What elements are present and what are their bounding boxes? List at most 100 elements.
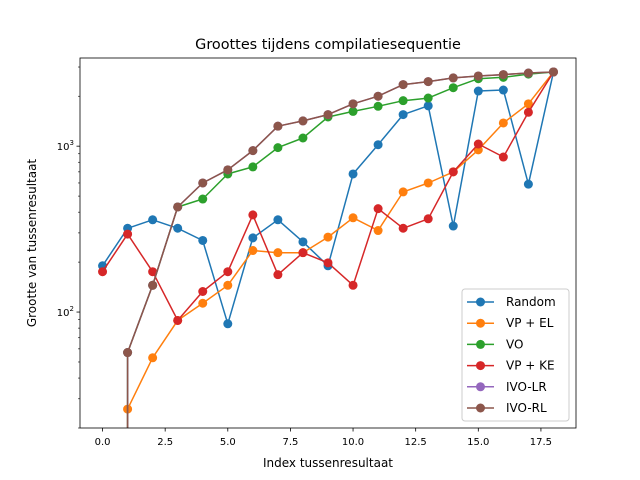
x-tick-label: 2.5 [157,437,173,448]
data-point-vp-el [198,298,208,308]
data-point-ivo-rl [323,110,333,120]
data-point-vp-ke [498,152,508,162]
data-point-ivo-rl [448,73,458,83]
data-point-random [398,110,408,120]
data-point-ivo-rl [523,68,533,78]
legend: Random VP + EL VO VP + KE IVO-LR IVO-RL [461,288,570,422]
data-point-ivo-rl [373,91,383,101]
series-group [98,67,558,428]
legend-label-vp-el: VP + EL [506,316,554,330]
legend-label-vp-ke: VP + KE [506,359,555,373]
data-point-vp-ke [173,315,183,325]
data-point-random [423,101,433,111]
data-point-ivo-rl [473,71,483,81]
data-point-vp-ke [98,267,108,277]
data-point-vp-ke [423,214,433,224]
data-point-vp-ke [223,267,233,277]
data-point-vp-el [248,245,258,255]
x-tick-label: 7.5 [282,437,298,448]
data-point-random [248,233,258,243]
data-point-vp-ke [123,229,133,239]
data-point-vp-ke [523,107,533,117]
data-point-vo [273,143,283,153]
data-point-vo [248,162,258,172]
data-point-ivo-rl [548,67,558,77]
data-point-ivo-rl [223,165,233,175]
data-point-ivo-rl [173,202,183,212]
data-point-vo [198,194,208,204]
data-point-vp-ke [348,280,358,290]
data-point-vp-ke [323,258,333,268]
x-tick-label: 5.0 [220,437,236,448]
data-point-random [298,237,308,247]
legend-marker-vo [476,339,485,349]
data-point-ivo-rl [123,348,133,358]
data-point-random [173,223,183,233]
data-point-vp-el [323,232,333,242]
legend-marker-vp-ke [476,361,485,371]
data-point-vp-el [523,99,533,109]
y-tick-label: 103 [57,139,74,153]
data-point-vp-el [423,178,433,188]
x-tick-label: 12.5 [405,437,427,448]
x-axis: 0.0 2.5 5.0 7.5 10.0 12.5 15.0 17.5 [95,428,552,448]
data-point-vp-ke [448,167,458,177]
y-axis-label: Grootte van tussenresultaat [25,159,39,328]
data-point-random [498,85,508,95]
data-point-ivo-rl [198,178,208,188]
data-point-vp-el [273,248,283,258]
data-point-vp-ke [373,204,383,214]
data-point-vp-el [373,226,383,236]
data-point-vo [348,106,358,116]
data-point-vp-el [498,118,508,128]
legend-label-vo: VO [506,337,523,351]
data-point-vp-ke [273,270,283,280]
data-point-random [348,169,358,179]
legend-label-ivo-lr: IVO-LR [506,380,547,394]
data-point-vp-el [148,353,158,363]
data-point-vp-ke [473,139,483,149]
data-point-random [148,215,158,225]
data-point-random [373,140,383,150]
data-point-ivo-rl [498,70,508,80]
data-point-ivo-rl [298,116,308,126]
plot-area [98,67,558,428]
data-point-ivo-rl [423,77,433,87]
data-point-ivo-rl [348,99,358,109]
plot-frame [79,57,577,429]
data-point-ivo-rl [248,146,258,156]
data-point-random [198,235,208,245]
data-point-random [273,215,283,225]
data-point-random [223,319,233,329]
data-point-vo [448,83,458,93]
y-axis: 102 103 [57,66,80,429]
data-point-ivo-rl [398,80,408,90]
data-point-vp-ke [248,210,258,220]
data-point-vo [398,96,408,106]
x-tick-label: 15.0 [467,437,489,448]
legend-label-ivo-rl: IVO-RL [506,401,547,415]
data-point-vo [298,133,308,143]
x-axis-label: Index tussenresultaat [263,456,393,470]
data-point-vp-el [223,280,233,290]
data-point-random [523,179,533,189]
data-point-random [448,221,458,231]
data-point-random [473,86,483,96]
chart-title: Groottes tijdens compilatiesequentie [195,37,461,53]
data-point-vp-ke [398,223,408,233]
y-tick-label: 102 [57,305,74,319]
x-tick-label: 17.5 [530,437,552,448]
data-point-vo [423,93,433,103]
data-point-vp-el [348,213,358,223]
legend-label-random: Random [506,295,556,309]
data-point-vp-ke [198,287,208,297]
x-tick-label: 0.0 [95,437,111,448]
legend-frame [461,288,570,422]
legend-marker-ivo-rl [476,403,485,413]
legend-marker-vp-el [476,318,485,328]
x-tick-label: 10.0 [342,437,364,448]
legend-marker-ivo-lr [476,382,485,392]
data-point-vo [373,101,383,111]
legend-marker-random [476,297,485,307]
